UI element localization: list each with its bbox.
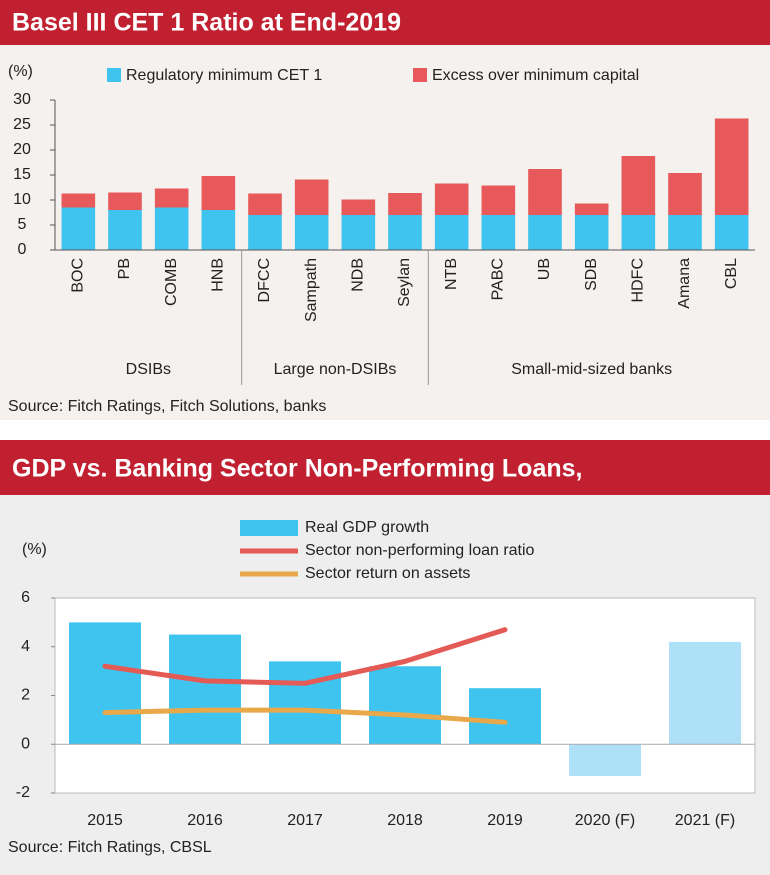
y-tick-label: 6 — [21, 589, 30, 606]
bar — [169, 634, 241, 745]
bar-segment — [388, 193, 422, 215]
bar-segment — [248, 215, 282, 250]
x-tick-label: DFCC — [256, 258, 273, 302]
header-bar — [0, 0, 770, 45]
y-axis-label: (%) — [22, 541, 47, 558]
line — [102, 627, 508, 686]
legend-swatch — [107, 68, 121, 82]
bar-segment — [574, 203, 609, 215]
bar-segment — [434, 183, 469, 215]
bar-segment — [668, 173, 702, 215]
x-tick-label: NDB — [350, 258, 367, 292]
bar-segment — [61, 193, 96, 208]
chart-title: Basel III CET 1 Ratio at End-2019 — [12, 9, 401, 37]
group-label: Small-mid-sized banks — [511, 361, 672, 378]
x-tick-label: COMB — [163, 258, 180, 306]
x-tick-label: 2018 — [387, 812, 423, 829]
y-tick-label: 4 — [21, 638, 30, 655]
bar-segment — [621, 156, 656, 215]
bar-segment — [388, 215, 422, 250]
bar-segment — [108, 192, 142, 210]
bar-segment — [108, 210, 142, 250]
x-tick-label: 2020 (F) — [575, 812, 635, 829]
bar-segment — [528, 215, 562, 250]
bar-segment — [61, 207, 96, 250]
chart-title: GDP vs. Banking Sector Non-Performing Lo… — [12, 455, 582, 483]
x-tick-label: SDB — [583, 258, 600, 291]
bar-segment — [621, 215, 656, 250]
x-tick-label: HNB — [210, 258, 227, 292]
x-tick-label: PABC — [490, 258, 507, 300]
bar-segment — [668, 215, 702, 250]
bar-segment — [294, 215, 329, 250]
x-tick-label: Amana — [676, 258, 693, 309]
legend-swatch — [413, 68, 427, 82]
bar-segment — [434, 215, 469, 250]
legend-label: Excess over minimum capital — [432, 67, 639, 84]
group-label: Large non-DSIBs — [274, 361, 397, 378]
y-tick-label: 2 — [21, 687, 30, 704]
x-tick-label: UB — [536, 258, 553, 280]
legend-label: Regulatory minimum CET 1 — [126, 67, 322, 84]
bar — [269, 661, 341, 745]
x-tick-label: Sampath — [303, 258, 320, 322]
bar-segment — [481, 215, 516, 250]
x-tick-label: 2017 — [287, 812, 323, 829]
y-axis-label: (%) — [8, 63, 33, 80]
y-tick-label: 0 — [18, 241, 27, 258]
header-bar — [0, 440, 770, 495]
x-tick-label: PB — [116, 258, 133, 279]
y-tick-label: 5 — [18, 216, 27, 233]
line — [102, 707, 508, 725]
x-tick-label: Seylan — [396, 258, 413, 307]
y-tick-label: 25 — [13, 116, 31, 133]
legend-label: Sector non-performing loan ratio — [305, 542, 535, 559]
source: Source: Fitch Ratings, CBSL — [8, 839, 212, 856]
y-tick-label: 15 — [13, 166, 31, 183]
y-tick-label: 0 — [21, 735, 30, 752]
x-tick-label: BOC — [70, 258, 87, 293]
legend-swatch — [240, 520, 298, 536]
bar-segment — [248, 193, 282, 215]
bar — [669, 641, 741, 745]
x-tick-label: NTB — [443, 258, 460, 290]
x-tick-label: 2016 — [187, 812, 223, 829]
bar-segment — [481, 185, 516, 215]
y-tick-label: -2 — [16, 784, 30, 801]
bar-segment — [294, 179, 329, 215]
x-tick-label: HDFC — [630, 258, 647, 302]
bar — [569, 744, 641, 776]
bar-segment — [341, 215, 376, 250]
bar — [469, 688, 541, 745]
bar-segment — [154, 188, 189, 208]
bar-segment — [528, 169, 562, 215]
y-tick-label: 30 — [13, 91, 31, 108]
x-tick-label: 2019 — [487, 812, 523, 829]
group-label: DSIBs — [126, 361, 171, 378]
bar — [369, 666, 441, 745]
legend-label: Real GDP growth — [305, 519, 429, 536]
x-tick-label: CBL — [723, 258, 740, 289]
source: Source: Fitch Ratings, Fitch Solutions, … — [8, 398, 326, 415]
bar-segment — [714, 215, 749, 250]
x-tick-label: 2021 (F) — [675, 812, 735, 829]
bar-segment — [574, 215, 609, 250]
bar-segment — [154, 207, 189, 250]
bar-segment — [341, 199, 376, 215]
bar-segment — [201, 176, 236, 210]
spacer — [0, 420, 770, 440]
legend-label: Sector return on assets — [305, 565, 470, 582]
y-tick-label: 20 — [13, 141, 31, 158]
bar-segment — [714, 118, 749, 215]
bar — [69, 622, 141, 745]
x-tick-label: 2015 — [87, 812, 123, 829]
y-tick-label: 10 — [13, 191, 31, 208]
bar-segment — [201, 210, 236, 250]
